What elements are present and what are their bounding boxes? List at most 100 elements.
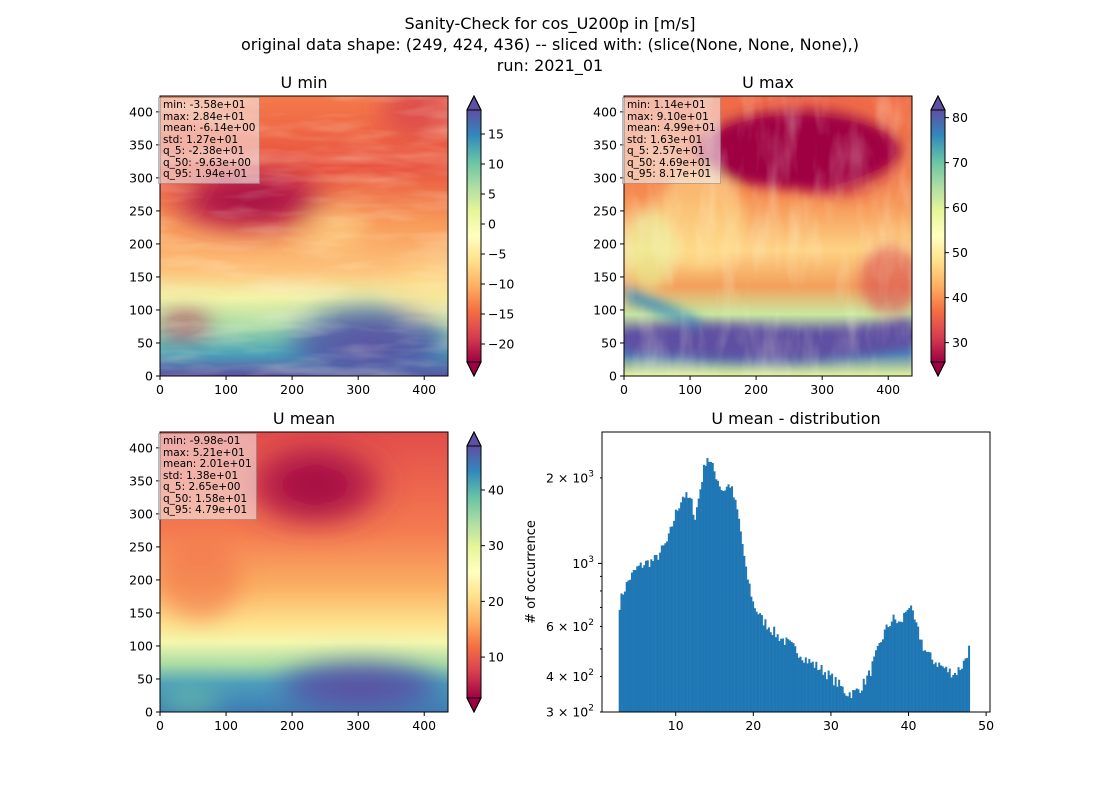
histogram-bar <box>673 520 676 712</box>
colorbar-extend-top <box>466 430 482 447</box>
histogram-bar <box>694 519 697 712</box>
histogram-bar <box>680 502 683 712</box>
y-tick-label: 4 × 102 <box>546 668 594 684</box>
histogram-bar <box>743 555 746 712</box>
histogram-bar <box>627 580 630 712</box>
histogram-bar <box>645 560 648 712</box>
histogram-bar <box>946 672 950 712</box>
histogram-bar <box>931 659 934 712</box>
histogram-bar <box>678 508 681 712</box>
y-tick-label: 100 <box>129 302 153 317</box>
histogram-bar <box>630 572 633 712</box>
histogram-bar <box>724 490 727 712</box>
histogram-bar <box>885 624 888 712</box>
histogram-bar <box>796 653 799 712</box>
x-tick-label: 10 <box>668 718 684 733</box>
histogram-bar <box>622 594 625 712</box>
histogram-bar <box>662 545 665 712</box>
histogram-bar <box>915 622 918 712</box>
histogram-bar <box>715 479 718 712</box>
histogram-bar <box>822 674 825 712</box>
histogram-bar <box>936 666 939 712</box>
histogram-bar <box>834 677 837 712</box>
stat-line: q_50: 4.69e+01 <box>627 156 712 169</box>
histogram-bar <box>843 693 846 712</box>
histogram-bar <box>717 480 720 712</box>
histogram-bar <box>906 609 909 712</box>
histogram-bar <box>625 582 628 712</box>
histogram-bar <box>648 566 651 712</box>
histogram-bar <box>908 608 911 712</box>
colorbar-tick-label: 40 <box>952 290 968 305</box>
y-ticks-u-min: 0 50 100 150 200 250 300 350 400 <box>129 104 160 384</box>
stat-line: q_50: -9.63e+00 <box>163 156 251 169</box>
y-tick-label: 250 <box>129 203 153 218</box>
histogram-bar <box>636 566 639 712</box>
histogram-bar <box>934 662 937 712</box>
colorbar-tick-label: 40 <box>488 482 504 497</box>
y-tick-label: 300 <box>593 170 617 185</box>
histogram-bar <box>646 560 649 712</box>
colorbar-tick-label: 10 <box>488 157 504 172</box>
histogram-bar <box>825 679 828 712</box>
histogram-bar <box>848 692 851 712</box>
stat-line: std: 1.38e+01 <box>163 469 239 482</box>
histogram-bar <box>757 614 760 712</box>
y-tick-label: 250 <box>129 539 153 554</box>
histogram-title: U mean - distribution <box>711 409 880 428</box>
histogram-bar <box>966 657 969 712</box>
stat-line: max: 2.84e+01 <box>163 110 245 123</box>
colorbar-u-max: 80 70 60 50 40 30 <box>930 94 968 378</box>
stats-box-u-min: min: -3.58e+01 max: 2.84e+01 mean: -6.14… <box>158 97 261 184</box>
panel-u-mean-title: U mean <box>273 409 335 428</box>
histogram-bar <box>962 660 965 712</box>
y-tick-label: 6 × 102 <box>546 618 594 634</box>
y-tick-label: 400 <box>593 104 617 119</box>
histogram-bar <box>961 668 964 712</box>
histogram-bar <box>910 605 913 712</box>
histogram-bar <box>932 664 935 712</box>
histogram-bar <box>704 465 707 712</box>
histogram-bar <box>894 619 897 712</box>
y-tick-label: 0 <box>609 369 617 384</box>
histogram-bar <box>667 533 670 712</box>
y-tick-label: 0 <box>145 369 153 384</box>
histogram-bar <box>945 666 948 712</box>
histogram-bar <box>701 481 704 712</box>
histogram-bar <box>690 498 693 712</box>
stat-line: q_5: -2.38e+01 <box>163 145 245 157</box>
histogram-bar <box>748 583 751 712</box>
histogram-bar <box>866 675 869 712</box>
x-tick-label: 0 <box>620 382 628 397</box>
y-tick-label: 0 <box>145 705 153 720</box>
histogram-bar <box>892 614 895 712</box>
histogram-bar <box>948 668 951 712</box>
histogram-bar <box>653 554 656 712</box>
colorbar-outline <box>466 94 482 378</box>
histogram-bar <box>955 674 958 712</box>
histogram-bar <box>876 646 879 712</box>
histogram-bars <box>618 458 971 712</box>
histogram-bar <box>752 601 755 712</box>
histogram-bar <box>755 611 758 712</box>
histogram-bar <box>804 657 807 712</box>
y-tick-label: 100 <box>129 638 153 653</box>
histogram-bar <box>815 661 818 712</box>
panel-u-mean-distribution: U mean - distribution # of occurrence 10… <box>524 409 994 733</box>
colorbar-tick-label: 0 <box>488 217 496 232</box>
histogram-bar <box>824 672 827 712</box>
histogram-bar <box>829 675 832 712</box>
histogram-bar <box>911 610 914 712</box>
histogram-bar <box>655 555 658 712</box>
histogram-bar <box>732 497 735 712</box>
axes-frame-u-min <box>159 95 449 377</box>
histogram-bar <box>767 627 770 712</box>
histogram-bar <box>790 641 793 712</box>
histogram-bar <box>918 639 921 712</box>
histogram-bar <box>954 672 957 712</box>
histogram-bar <box>741 544 744 712</box>
histogram-bar <box>713 471 716 712</box>
histogram-bar <box>929 652 932 712</box>
histogram-bar <box>781 638 784 712</box>
y-tick-label: 350 <box>129 137 153 152</box>
